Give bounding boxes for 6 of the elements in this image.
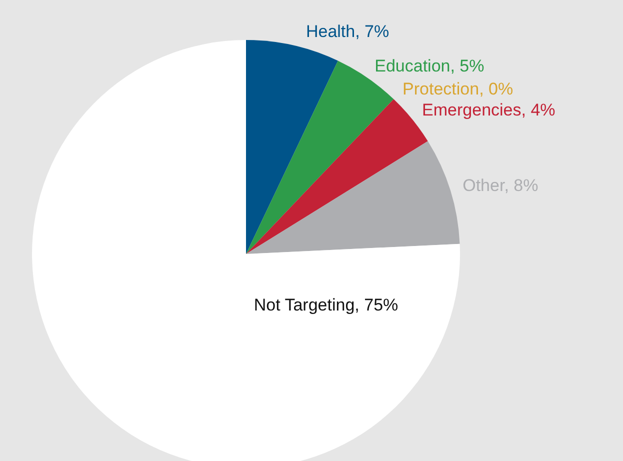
slice-label: Other, 8% — [462, 176, 538, 196]
category-label: Protection, 0% — [402, 79, 514, 98]
slice-label: Not Targeting, 75% — [254, 295, 398, 314]
slice-label: Emergencies, 4% — [422, 100, 556, 120]
slice-label: Health, 7% — [306, 22, 390, 42]
slice-label: Education, 5% — [374, 56, 484, 76]
